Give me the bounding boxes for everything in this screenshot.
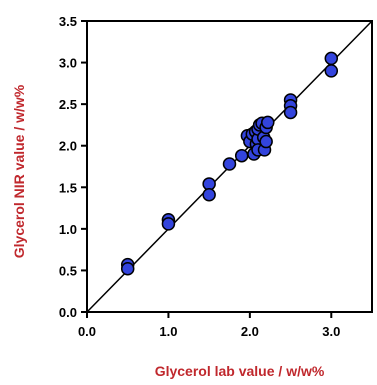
y-tick-label: 1.5 [59,180,77,195]
data-point [161,217,176,231]
y-axis-ticks: 0.0 0.5 1.0 1.5 2.0 2.5 3.0 3.5 [59,14,87,320]
data-point [222,157,237,171]
x-tick-label: 0.0 [78,324,96,339]
data-point [283,105,298,120]
y-axis-title: Glycerol NIR value / w/w% [11,84,27,258]
x-tick-label: 1.0 [159,324,177,339]
data-points [120,51,339,276]
y-tick-label: 3.0 [59,56,77,71]
data-point [261,115,275,130]
data-point [202,188,216,202]
data-point [324,64,339,78]
y-tick-label: 0.0 [59,305,77,320]
x-axis-ticks: 0.0 1.0 2.0 3.0 [78,312,340,339]
y-tick-label: 3.5 [59,14,77,29]
plot-frame [86,20,373,313]
data-point [259,134,273,149]
y-tick-label: 1.0 [59,222,77,237]
x-tick-label: 3.0 [322,324,340,339]
y-tick-label: 2.5 [59,97,77,112]
data-point [120,262,135,276]
x-tick-label: 2.0 [241,324,259,339]
data-point [234,148,249,163]
x-axis-title: Glycerol lab value / w/w% [155,363,325,379]
y-tick-label: 0.5 [59,263,77,278]
data-point [324,51,339,66]
y-tick-label: 2.0 [59,139,77,154]
plot-border [86,20,373,313]
